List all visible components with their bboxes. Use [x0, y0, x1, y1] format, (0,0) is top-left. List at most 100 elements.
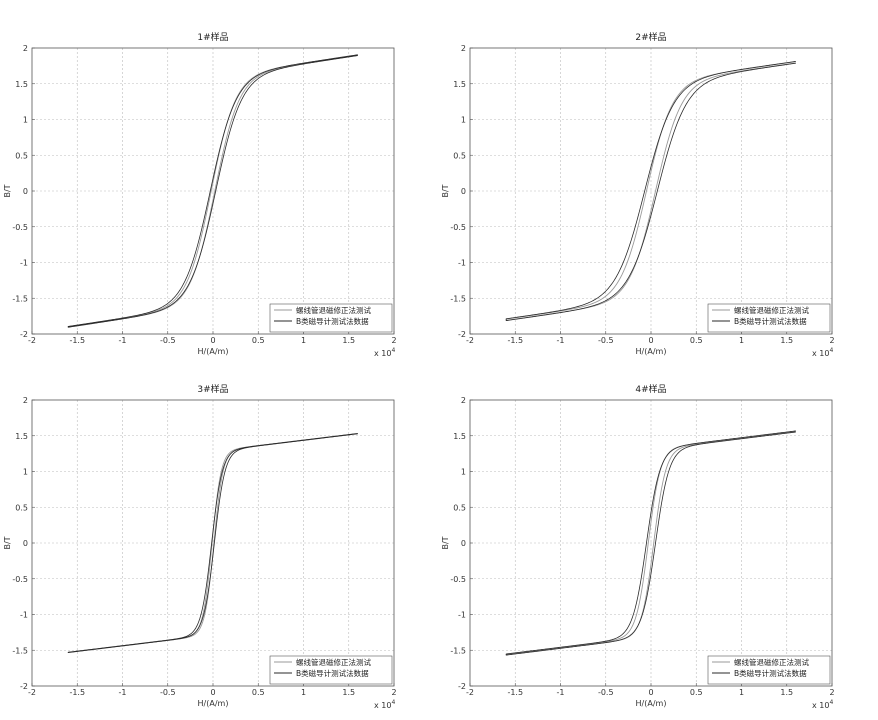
y-tick-label: 0 — [23, 539, 28, 548]
y-tick-label: 2 — [461, 396, 466, 405]
x-tick-label: 0 — [210, 336, 215, 345]
x-tick-label: 0.5 — [690, 336, 703, 345]
x-axis-exponent: x 104 — [374, 347, 395, 358]
chart-title: 1#样品 — [197, 31, 228, 43]
bh-chart-2: 2#样品 -2 -1.5 -1 -0.5 0 0.5 1 1.5 2 2 1.5 1 0.5 0 -0.5 -1… — [441, 31, 835, 358]
x-tick-label: -1.5 — [69, 688, 85, 697]
x-tick-label: -1 — [557, 688, 565, 697]
y-tick-label: 0.5 — [15, 503, 28, 512]
y-tick-label: -1.5 — [450, 646, 466, 655]
x-tick-label: -1 — [119, 688, 127, 697]
series-line-2 — [67, 433, 358, 653]
x-tick-label: 0 — [648, 336, 653, 345]
x-tick-label: -0.5 — [160, 688, 176, 697]
bh-chart-3: 3#样品 -2 -1.5 -1 -0.5 0 0.5 1 1.5 2 2 1.5 1 0.5 0 -0.5 -1… — [3, 383, 397, 710]
y-tick-label: -2 — [458, 330, 466, 339]
y-axis-label: B/T — [3, 184, 12, 197]
legend-label: 螺线管退磁修正法测试 — [296, 305, 371, 315]
series-line-2 — [505, 430, 796, 656]
x-tick-label: 2 — [829, 688, 834, 697]
chart-title: 2#样品 — [635, 31, 666, 43]
x-tick-label: -0.5 — [160, 336, 176, 345]
chart-title: 3#样品 — [197, 383, 228, 395]
x-axis-exponent: x 104 — [374, 699, 395, 710]
x-tick-label: -2 — [466, 336, 474, 345]
chart-title: 4#样品 — [635, 383, 666, 395]
x-tick-label: 0.5 — [690, 688, 703, 697]
y-tick-label: 0 — [461, 539, 466, 548]
x-tick-label: -2 — [28, 688, 36, 697]
legend-label: B类磁导计测试法数据 — [734, 668, 807, 678]
y-tick-label: 0.5 — [15, 151, 28, 160]
legend-label: 螺线管退磁修正法测试 — [296, 657, 371, 667]
y-tick-label: 1.5 — [15, 80, 28, 89]
y-tick-label: 2 — [23, 44, 28, 53]
y-tick-label: 1 — [461, 116, 466, 125]
y-tick-label: -0.5 — [450, 223, 466, 232]
x-tick-label: 0.5 — [252, 688, 265, 697]
y-tick-label: -0.5 — [12, 575, 28, 584]
x-axis-exponent: x 104 — [812, 347, 833, 358]
y-tick-label: -1 — [20, 259, 28, 268]
y-axis-label: B/T — [441, 536, 450, 549]
x-tick-label: -1 — [119, 336, 127, 345]
x-axis-exponent: x 104 — [812, 699, 833, 710]
series-line-2 — [505, 60, 796, 322]
x-tick-label: -1 — [557, 336, 565, 345]
x-tick-label: 1.5 — [342, 688, 355, 697]
y-tick-label: -1.5 — [450, 294, 466, 303]
x-axis-label: H/(A/m) — [636, 699, 667, 708]
legend-label: B类磁导计测试法数据 — [296, 316, 369, 326]
x-tick-label: -1.5 — [507, 336, 523, 345]
y-tick-label: 1 — [23, 116, 28, 125]
x-axis-label: H/(A/m) — [636, 347, 667, 356]
x-tick-label: -0.5 — [598, 688, 614, 697]
y-tick-label: -1.5 — [12, 294, 28, 303]
y-tick-label: -1 — [20, 611, 28, 620]
y-tick-label: 1 — [23, 468, 28, 477]
x-tick-label: 1 — [739, 336, 744, 345]
y-tick-label: 1.5 — [453, 432, 466, 441]
y-tick-label: -1.5 — [12, 646, 28, 655]
x-tick-label: 1.5 — [780, 336, 793, 345]
y-axis-label: B/T — [3, 536, 12, 549]
x-tick-label: 1 — [301, 688, 306, 697]
legend-label: B类磁导计测试法数据 — [296, 668, 369, 678]
x-tick-label: -0.5 — [598, 336, 614, 345]
y-tick-label: 2 — [461, 44, 466, 53]
x-tick-label: 1.5 — [780, 688, 793, 697]
y-tick-label: 0.5 — [453, 151, 466, 160]
y-tick-label: 0 — [461, 187, 466, 196]
legend-label: 螺线管退磁修正法测试 — [734, 657, 809, 667]
y-tick-label: 1.5 — [15, 432, 28, 441]
x-tick-label: 0 — [648, 688, 653, 697]
bh-chart-4: 4#样品 -2 -1.5 -1 -0.5 0 0.5 1 1.5 2 2 1.5 1 0.5 0 -0.5 -1… — [441, 383, 835, 710]
y-tick-label: 1 — [461, 468, 466, 477]
x-tick-label: 0 — [210, 688, 215, 697]
x-tick-label: 1.5 — [342, 336, 355, 345]
x-tick-label: 0.5 — [252, 336, 265, 345]
y-tick-label: -2 — [20, 330, 28, 339]
legend-label: B类磁导计测试法数据 — [734, 316, 807, 326]
x-tick-label: 2 — [391, 688, 396, 697]
x-tick-label: 2 — [391, 336, 396, 345]
x-tick-label: -2 — [466, 688, 474, 697]
bh-chart-1: 1#样品 -2 -1.5 -1 -0.5 0 0.5 1 1.5 2 2 1.5 1 0.5 0 -0.5 -1… — [3, 31, 397, 358]
x-tick-label: 2 — [829, 336, 834, 345]
x-axis-label: H/(A/m) — [198, 699, 229, 708]
series-line-2 — [67, 54, 358, 328]
x-tick-label: -1.5 — [69, 336, 85, 345]
y-tick-label: -0.5 — [12, 223, 28, 232]
y-tick-label: -0.5 — [450, 575, 466, 584]
y-tick-label: 2 — [23, 396, 28, 405]
y-tick-label: -1 — [458, 259, 466, 268]
y-tick-label: -2 — [20, 682, 28, 691]
x-tick-label: 1 — [739, 688, 744, 697]
x-tick-label: 1 — [301, 336, 306, 345]
y-axis-label: B/T — [441, 184, 450, 197]
legend-label: 螺线管退磁修正法测试 — [734, 305, 809, 315]
